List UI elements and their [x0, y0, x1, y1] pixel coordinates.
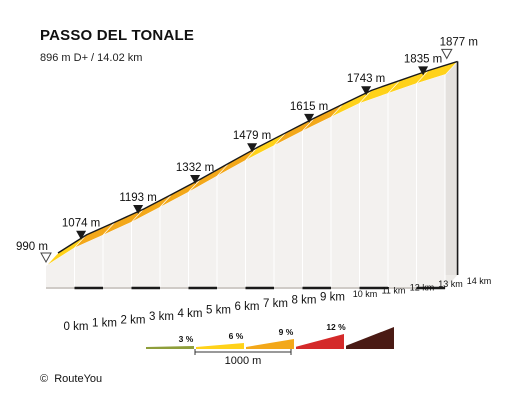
elevation-marker-label: 1193 m	[119, 192, 157, 204]
elevation-endpoint-triangle	[40, 252, 52, 264]
legend-label: 12 %	[326, 322, 346, 332]
legend-swatch	[296, 334, 344, 349]
x-tick-label: 10 km	[353, 289, 378, 299]
elevation-marker-label: 1332 m	[176, 162, 214, 174]
copyright-symbol: ©	[40, 373, 49, 385]
elevation-marker-label: 1835 m	[404, 53, 442, 65]
elevation-marker-triangle	[304, 113, 315, 123]
x-tick-label: 6 km	[235, 301, 260, 313]
x-axis-ticks: 0 km 1 km 2 km 3 km 4 km 5 km 6 km 7 km 8 km 9 km…	[46, 276, 491, 333]
x-tick-label: 2 km	[121, 314, 146, 326]
elevation-marker-triangle	[190, 174, 201, 184]
x-tick-label: 14 km	[467, 276, 492, 286]
elevation-marker-triangle	[361, 86, 372, 96]
profile-front	[46, 74, 446, 289]
legend-swatch	[346, 327, 394, 349]
elevation-markers: 990 m 1074 m 1193 m 1332 m 1479 m 1615 m 1743 …	[16, 36, 478, 264]
x-tick-label: 5 km	[206, 305, 231, 317]
elevation-marker-triangle	[133, 205, 144, 215]
legend-label: 3 %	[179, 334, 194, 344]
ridge-back-line	[57, 60, 458, 254]
elevation-marker-label: 1074 m	[62, 218, 100, 230]
x-tick-label: 0 km	[64, 321, 89, 333]
x-tick-label: 1 km	[92, 318, 117, 330]
x-tick-label: 4 km	[178, 308, 203, 320]
x-tick-label: 11 km	[382, 286, 406, 296]
elevation-marker-triangle	[76, 230, 87, 240]
elevation-marker-label: 1479 m	[233, 130, 271, 142]
brand-name: RouteYou	[54, 373, 103, 385]
chart-subtitle: 896 m D+ / 14.02 km	[40, 52, 143, 64]
x-tick-label: 13 km	[438, 279, 463, 289]
elevation-marker-triangle	[247, 143, 258, 153]
legend-label: 9 %	[279, 327, 294, 337]
x-tick-label: 12 km	[410, 282, 435, 292]
copyright-notice: © RouteYou	[40, 373, 102, 385]
elevation-marker-label: 1743 m	[347, 73, 385, 85]
legend-swatch	[246, 339, 294, 349]
gradient-legend: 3 % 6 % 9 % 12 % 1000 m	[146, 322, 394, 367]
elevation-marker-label: 990 m	[16, 241, 48, 253]
legend-swatch	[196, 343, 244, 349]
elevation-marker-triangle	[418, 66, 429, 76]
x-tick-label: 3 km	[149, 311, 174, 323]
x-tick-label: 7 km	[263, 298, 288, 310]
elevation-endpoint-triangle	[440, 48, 453, 60]
elevation-marker-label: 1615 m	[290, 101, 328, 113]
elevation-marker-label: 1877 m	[440, 36, 478, 48]
scale-bar-label: 1000 m	[225, 355, 262, 367]
x-tick-label: 9 km	[320, 291, 345, 303]
legend-swatch	[146, 346, 194, 349]
legend-label: 6 %	[229, 331, 244, 341]
chart-title: PASSO DEL TONALE	[40, 27, 195, 44]
x-tick-label: 8 km	[292, 295, 317, 307]
